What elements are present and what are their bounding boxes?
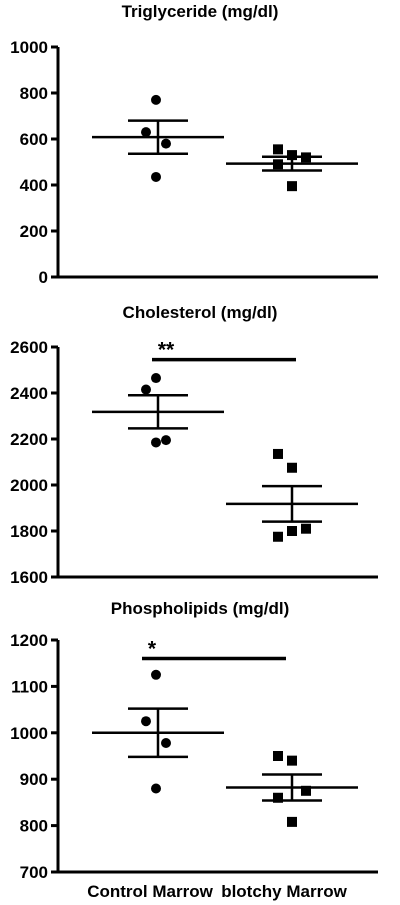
significance-label: ** [158,339,175,362]
data-point-square [287,150,297,161]
y-tick-label: 2600 [10,338,48,357]
data-point-square [273,159,283,170]
y-tick-label: 900 [20,770,48,789]
data-point-square [273,448,283,459]
data-point-circle [151,783,161,794]
data-point-square [273,751,283,761]
data-point-square [301,152,311,163]
data-point-circle [141,716,151,727]
y-tick-label: 400 [20,176,48,195]
data-point-circle [151,373,161,384]
chart-panel-1: Triglyceride (mg/dl) 0 200 400 600 800 1000 [10,2,378,287]
y-tick-label: 200 [20,222,48,241]
data-point-circle [141,384,151,395]
y-tick-label: 1200 [10,631,48,650]
data-point-square [287,526,297,536]
data-point-square [273,792,283,803]
y-tick-label: 1100 [11,677,48,696]
y-tick-label: 1600 [10,568,48,587]
data-point-square [287,462,297,473]
x-category-label: Control Marrow [87,882,213,901]
data-point-square [287,816,297,827]
y-tick-label: 800 [20,84,48,103]
chart-title: Phospholipids (mg/dl) [111,599,289,618]
y-tick-label: 800 [20,817,48,836]
chart-panel-2: Cholesterol (mg/dl) 1600 1800 2000 2200 2400 2… [10,303,378,587]
y-tick-label: 1800 [10,522,48,541]
data-point-square [273,144,283,155]
data-point-square [301,523,311,534]
data-point-circle [161,738,171,749]
data-point-square [287,755,297,766]
x-category-label: blotchy Marrow [221,882,347,901]
data-point-square [273,531,283,542]
y-tick-label: 0 [39,268,48,287]
y-tick-label: 600 [20,130,48,149]
y-tick-label: 2200 [10,430,48,449]
y-tick-label: 1000 [10,724,48,743]
y-tick-label: 2400 [10,384,48,403]
data-point-circle [151,171,161,182]
y-tick-label: 700 [20,863,48,882]
data-point-circle [141,127,151,138]
y-tick-label: 2000 [10,476,48,495]
y-tick-label: 1000 [10,38,48,57]
data-point-circle [151,669,161,680]
data-point-square [287,181,297,192]
data-point-circle [151,94,161,105]
data-point-circle [161,435,171,446]
significance-label: * [148,638,157,661]
data-point-circle [161,138,171,149]
data-point-circle [151,437,161,448]
chart-title: Triglyceride (mg/dl) [122,2,279,21]
data-point-square [301,785,311,796]
chart-panel-3: Phospholipids (mg/dl) 700 800 900 1000 1100 12… [10,599,378,882]
chart-title: Cholesterol (mg/dl) [123,303,278,322]
